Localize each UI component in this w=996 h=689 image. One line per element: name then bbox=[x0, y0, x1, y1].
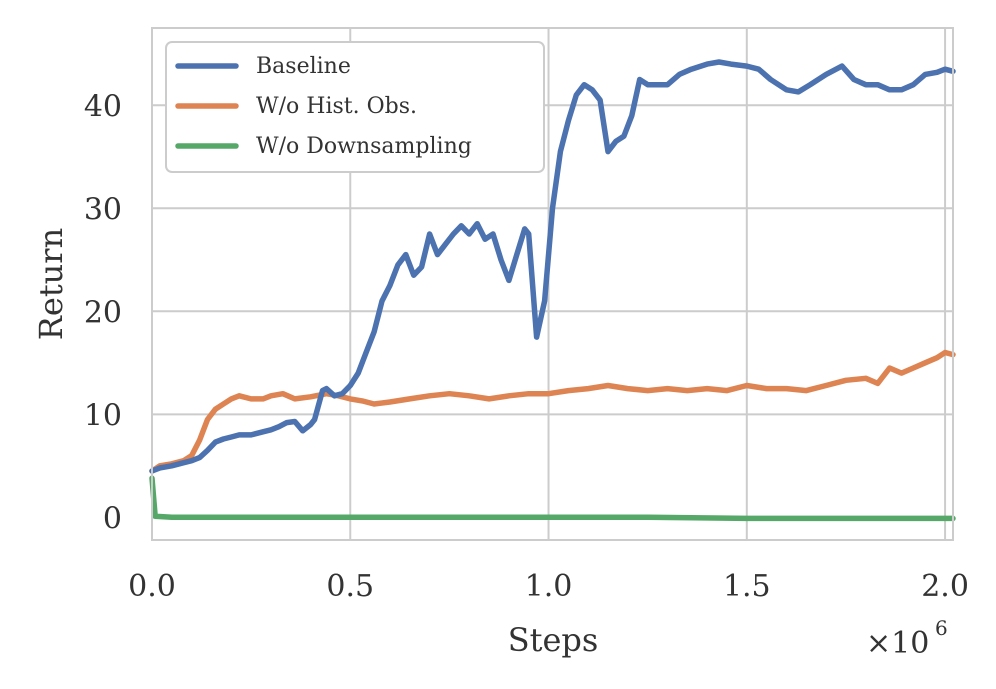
x-tick-labels: 0.0 0.5 1.0 1.5 2.0 bbox=[128, 569, 969, 604]
series-line-1 bbox=[149, 59, 956, 474]
y-tick-labels: 0 10 20 30 40 bbox=[84, 89, 122, 536]
y-tick-label: 40 bbox=[84, 89, 122, 124]
y-axis-label: Return bbox=[32, 228, 70, 340]
svg-text:6: 6 bbox=[935, 616, 948, 640]
x-tick-label: 0.5 bbox=[326, 569, 374, 604]
x-axis-label: Steps bbox=[508, 621, 599, 659]
series-line-3 bbox=[149, 475, 956, 522]
y-tick-label: 20 bbox=[84, 295, 122, 330]
x-axis-multiplier: ×10 6 bbox=[866, 616, 948, 661]
y-tick-label: 10 bbox=[84, 398, 122, 433]
legend: Baseline W/o Hist. Obs. W/o Downsampling bbox=[165, 41, 545, 173]
y-tick-label: 0 bbox=[103, 501, 122, 536]
svg-text:×10: ×10 bbox=[866, 626, 929, 661]
x-tick-label: 1.0 bbox=[525, 569, 573, 604]
x-tick-label: 1.5 bbox=[723, 569, 771, 604]
series-lines bbox=[149, 59, 956, 522]
legend-label-3: W/o Downsampling bbox=[256, 134, 472, 159]
legend-label-2: W/o Hist. Obs. bbox=[256, 94, 417, 119]
x-tick-label: 0.0 bbox=[128, 569, 176, 604]
legend-label-1: Baseline bbox=[256, 54, 351, 79]
x-tick-label: 2.0 bbox=[921, 569, 969, 604]
legend-box bbox=[165, 41, 545, 173]
series-line-2 bbox=[149, 349, 956, 474]
y-tick-label: 30 bbox=[84, 192, 122, 227]
plot-frame bbox=[151, 27, 954, 541]
